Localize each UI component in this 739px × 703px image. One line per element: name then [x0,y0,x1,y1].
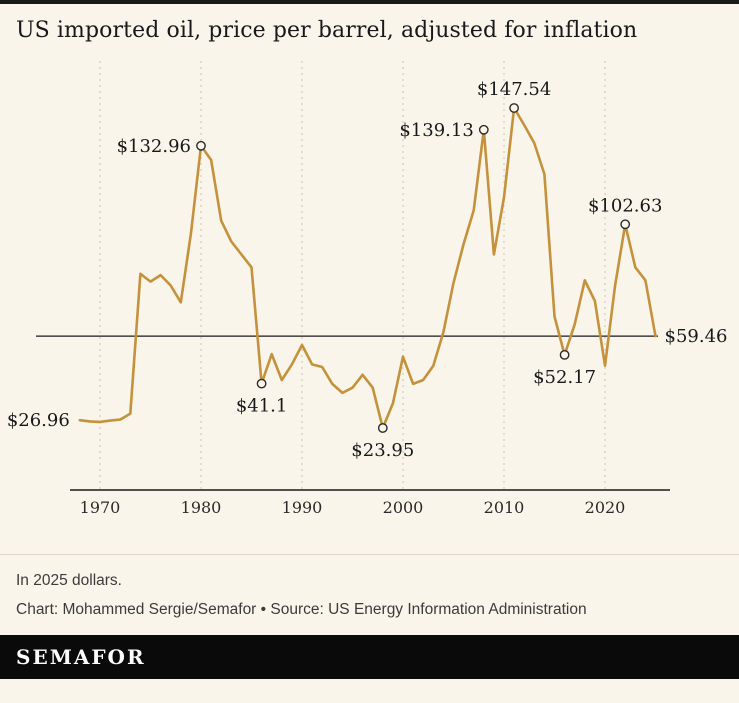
x-tick-label-2000: 2000 [383,498,424,517]
top-border-rule [0,0,739,4]
footer-divider [0,553,739,555]
value-annotation-2011: $147.54 [477,79,551,100]
x-tick-label-1990: 1990 [282,498,323,517]
x-tick-label-2020: 2020 [585,498,626,517]
value-annotation-2008: $139.13 [399,119,473,140]
x-tick-label-1980: 1980 [181,498,222,517]
oil-price-line-chart: 1970 1980 1990 2000 2010 2020 $26.96 $132.96 $41… [7,60,728,517]
semafor-logo: SEMAFOR [16,644,146,669]
marker-dot-2016 [559,349,570,360]
x-tick-label-1970: 1970 [80,498,121,517]
chart-title: US imported oil, price per barrel, adjus… [16,18,638,43]
value-annotation-1968: $26.96 [7,410,70,431]
marker-dot-2011 [509,102,519,113]
marker-dot-2022 [620,218,631,229]
marker-dot-1986 [256,378,267,388]
value-annotation-2025: $59.46 [665,326,728,347]
logo-bar: SEMAFOR [0,634,739,679]
x-tick-label-2010: 2010 [484,498,525,517]
marker-dot-1998 [377,422,388,433]
price-line [78,106,657,429]
value-annotation-1986: $41.1 [236,395,288,416]
marker-dot-1980 [196,140,206,151]
value-annotation-2016: $52.17 [533,366,596,387]
marker-dot-2008 [478,124,489,135]
chart-note: In 2025 dollars. [16,571,122,589]
value-annotation-1998: $23.95 [351,440,414,461]
value-annotation-1980: $132.96 [117,135,191,156]
chart-credits: Chart: Mohammed Sergie/Semafor • Source:… [16,600,587,618]
value-annotation-2022: $102.63 [588,195,662,216]
page: US imported oil, price per barrel, adjus… [0,0,739,679]
